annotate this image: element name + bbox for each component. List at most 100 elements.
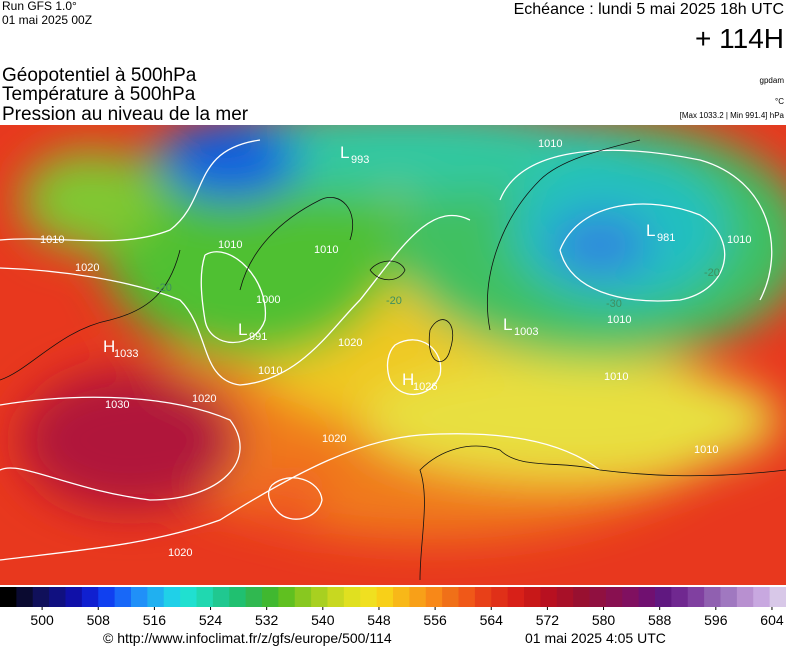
temperature-label: -20 <box>156 282 172 294</box>
colorbar-swatch <box>0 587 17 607</box>
colorbar-swatch <box>507 587 525 607</box>
title: Géopotentiel à 500hPa <box>2 65 197 86</box>
colorbar-swatch <box>163 587 181 607</box>
colorbar-swatch <box>655 587 672 607</box>
isobar-label: 1010 <box>607 314 631 326</box>
colorbar-label: 516 <box>143 612 167 628</box>
colorbar-label: 532 <box>255 612 279 628</box>
pressure-value: 993 <box>351 154 369 166</box>
colorbar-swatch <box>49 587 66 607</box>
lead-time: + 114H <box>695 23 784 54</box>
colorbar-swatch <box>524 587 541 607</box>
pressure-center: L <box>646 221 655 240</box>
run: Run GFS 1.0° <box>2 0 77 13</box>
unit: [Max 1033.2 | Min 991.4] hPa <box>680 111 785 120</box>
pressure-value: 1026 <box>413 381 437 393</box>
colorbar-swatch <box>720 587 738 607</box>
colorbar-label: 588 <box>648 612 672 628</box>
colorbar-swatch <box>458 587 476 607</box>
pressure-center: H <box>103 337 115 356</box>
isobar-label: 1010 <box>538 138 562 150</box>
isobar-label: 1020 <box>192 393 216 405</box>
colorbar-swatch <box>212 587 230 607</box>
colorbar-swatch <box>245 587 263 607</box>
colorbar-swatch <box>32 587 50 607</box>
isobar-label: 1030 <box>105 399 129 411</box>
pressure-value: 1033 <box>114 348 138 360</box>
colorbar-swatch <box>540 587 558 607</box>
colorbar-swatch <box>753 587 771 607</box>
footer-timestamp: 01 mai 2025 4:05 UTC <box>525 630 666 646</box>
pressure-center: L <box>503 315 512 334</box>
colorbar-swatch <box>622 587 640 607</box>
title: Température à 500hPa <box>2 84 196 105</box>
colorbar-swatch <box>360 587 378 607</box>
colorbar-swatch <box>327 587 345 607</box>
isobar-label: 1010 <box>604 371 628 383</box>
temperature-label: -20 <box>704 267 720 279</box>
colorbar-swatch <box>474 587 492 607</box>
isobar-label: 1020 <box>322 433 346 445</box>
colorbar-swatch <box>343 587 361 607</box>
colorbar-swatch <box>556 587 574 607</box>
colorbar-label: 500 <box>30 612 54 628</box>
colorbar-label: 572 <box>536 612 560 628</box>
isobar-label: 1010 <box>314 244 338 256</box>
colorbar-swatch <box>589 587 607 607</box>
isobar-label: 1010 <box>727 234 751 246</box>
forecast: Echéance : lundi 5 mai 2025 18h UTC <box>514 1 784 18</box>
colorbar-swatch <box>294 587 312 607</box>
colorbar-swatch <box>81 587 99 607</box>
footer-url: © http://www.infoclimat.fr/z/gfs/europe/… <box>103 630 392 646</box>
isobar-label: 1010 <box>694 444 718 456</box>
colorbar-swatch <box>229 587 247 607</box>
pressure-center: L <box>238 320 247 339</box>
isobar-label: 1010 <box>218 239 242 251</box>
coastlines <box>0 139 786 581</box>
colorbar-swatch <box>491 587 509 607</box>
colorbar-label: 564 <box>480 612 504 628</box>
isobar-label: 1020 <box>338 337 362 349</box>
unit: gpdam <box>760 76 785 85</box>
colorbar-label: 508 <box>87 612 111 628</box>
pressure-center: H <box>402 370 414 389</box>
pressure-value: 981 <box>657 232 675 244</box>
pressure-center: L <box>340 143 349 162</box>
colorbar-swatch <box>687 587 705 607</box>
temperature-label: -20 <box>386 295 402 307</box>
colorbar-swatch <box>131 587 148 607</box>
isobar-label: 1020 <box>168 547 192 559</box>
colorbar-swatch <box>442 587 459 607</box>
colorbar-label: 604 <box>760 612 784 628</box>
colorbar-swatch <box>262 587 279 607</box>
colorbar-label: 524 <box>199 612 223 628</box>
title: Pression au niveau de la mer <box>2 104 249 125</box>
colorbar-swatch <box>393 587 410 607</box>
isobar-label: 1020 <box>75 262 99 274</box>
colorbar-swatch <box>704 587 721 607</box>
colorbar-swatch <box>769 587 786 607</box>
field <box>20 125 786 540</box>
colorbar-swatch <box>605 587 623 607</box>
colorbar-swatch <box>573 587 590 607</box>
colorbar-swatch <box>114 587 132 607</box>
isobar-label: 1000 <box>256 294 280 306</box>
isobar-label: 1010 <box>258 365 282 377</box>
temperature-label: -30 <box>606 298 622 310</box>
isobars <box>0 139 773 561</box>
colorbar-swatch <box>180 587 197 607</box>
colorbar-swatch <box>65 587 83 607</box>
colorbar-swatch <box>671 587 689 607</box>
colorbar-label: 548 <box>367 612 391 628</box>
colorbar-label: 556 <box>423 612 447 628</box>
colorbar-swatch <box>147 587 165 607</box>
colorbar-swatch <box>409 587 427 607</box>
unit: °C <box>775 97 784 106</box>
colorbar-swatch <box>376 587 394 607</box>
colorbar-swatch <box>196 587 214 607</box>
isobar-label: 1010 <box>40 234 64 246</box>
colorbar-swatch <box>98 587 116 607</box>
pressure-value: 991 <box>249 331 267 343</box>
colorbar-label: 580 <box>592 612 616 628</box>
colorbar-swatch <box>425 587 443 607</box>
